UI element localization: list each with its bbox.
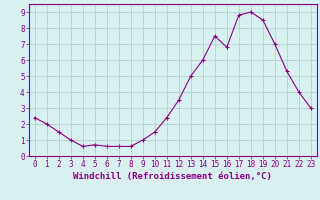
X-axis label: Windchill (Refroidissement éolien,°C): Windchill (Refroidissement éolien,°C) — [73, 172, 272, 181]
